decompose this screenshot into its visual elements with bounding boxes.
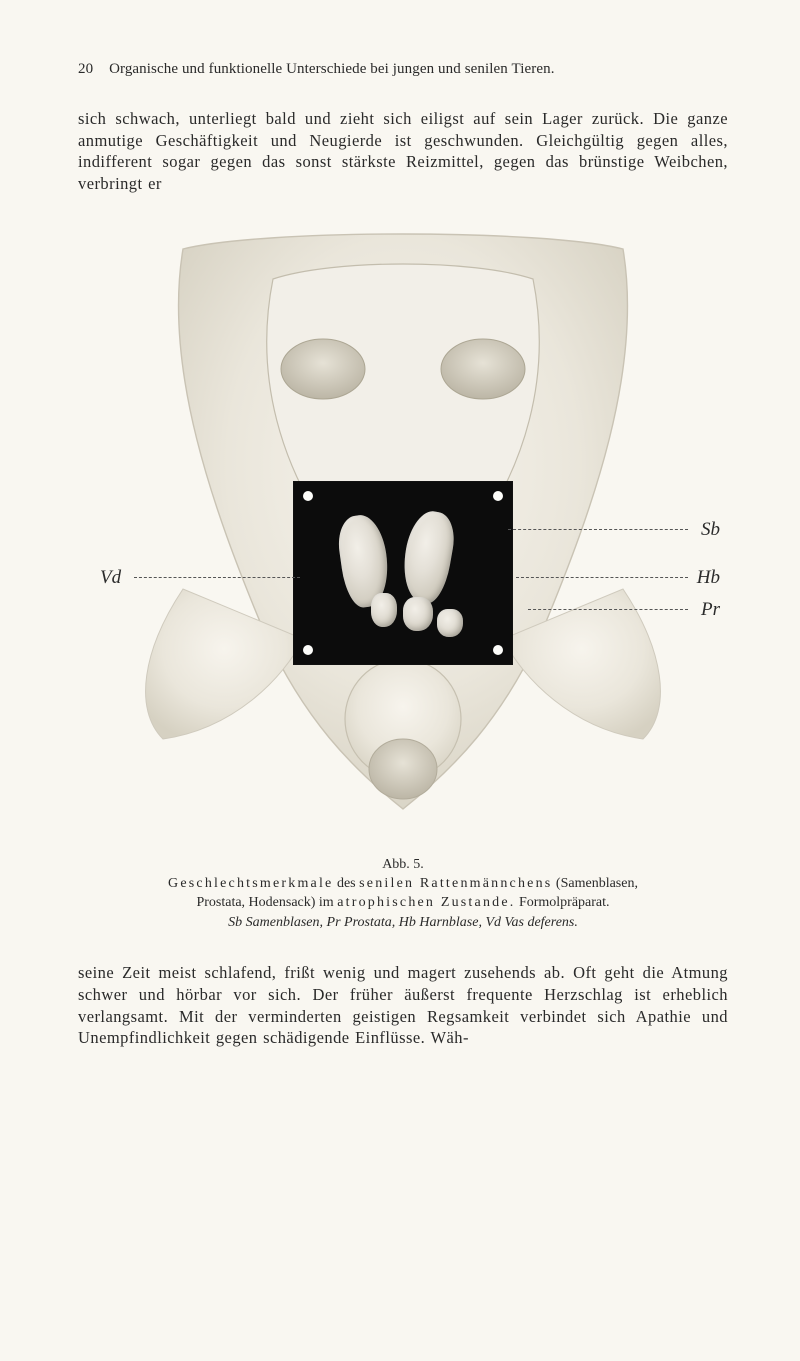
leader-hb — [516, 577, 688, 578]
caption-l1-c: senilen Rattenmännchens — [359, 876, 552, 891]
organ-lower-far-right — [437, 609, 463, 637]
page: 20 Organische und funktionelle Unterschi… — [0, 0, 800, 1361]
label-sb: Sb — [701, 517, 720, 542]
label-hb: Hb — [697, 565, 720, 590]
caption-l1-b: des — [333, 876, 359, 891]
running-head-text: Organische und funktionelle Unterschiede… — [109, 61, 554, 77]
caption-l1-d: (Samenblasen, — [552, 876, 638, 891]
figure-inset-box — [293, 481, 513, 665]
para1-text: sich schwach, unterliegt bald und zieht … — [78, 109, 728, 193]
label-pr: Pr — [701, 597, 720, 622]
leader-sb — [508, 529, 688, 530]
caption-l2-a: Prostata, Hodensack) im — [196, 895, 337, 910]
organ-right — [397, 508, 458, 607]
leader-pr — [528, 609, 688, 610]
rivet-icon — [303, 645, 313, 655]
figure-5: Sb Hb Pr Vd — [78, 209, 728, 849]
figure-caption: Abb. 5. Geschlechtsmerkmale des senilen … — [78, 855, 728, 932]
caption-line-3: Sb Samenblasen, Pr Prostata, Hb Harnblas… — [78, 913, 728, 932]
label-vd: Vd — [100, 565, 121, 590]
caption-l2-c: Formolpräparat. — [515, 895, 609, 910]
paragraph-2: seine Zeit meist schlafend, frißt wenig … — [78, 962, 728, 1049]
caption-line-1: Geschlechtsmerkmale des senilen Rattenmä… — [78, 874, 728, 893]
caption-line-2: Prostata, Hodensack) im atrophischen Zus… — [78, 893, 728, 912]
organ-lower-right — [403, 597, 433, 631]
page-number: 20 — [78, 61, 93, 77]
caption-l2-b: atrophischen Zustande. — [337, 895, 515, 910]
leader-vd — [134, 577, 300, 578]
running-head: 20 Organische und funktionelle Unterschi… — [78, 60, 728, 80]
caption-l1-a: Geschlechtsmerkmale — [168, 876, 333, 891]
rivet-icon — [493, 491, 503, 501]
organ-lower-left — [371, 593, 397, 627]
caption-l3-text: Sb Samenblasen, Pr Prostata, Hb Harnblas… — [228, 915, 578, 930]
caption-number: Abb. 5. — [78, 855, 728, 874]
paragraph-1: sich schwach, unterliegt bald und zieht … — [78, 108, 728, 195]
rivet-icon — [493, 645, 503, 655]
para2-text: seine Zeit meist schlafend, frißt wenig … — [78, 963, 728, 1047]
rivet-icon — [303, 491, 313, 501]
